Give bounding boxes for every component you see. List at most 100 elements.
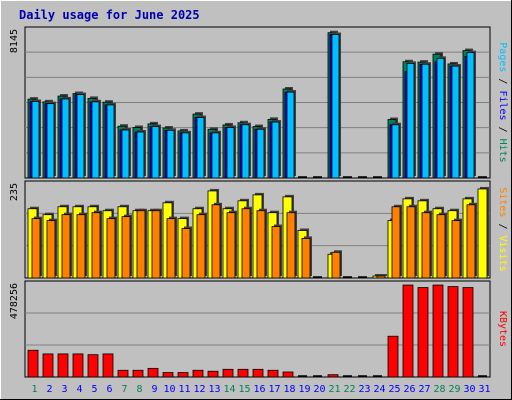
bar-kbytes	[102, 353, 114, 378]
bar-pages	[76, 94, 85, 179]
bar-sites	[226, 212, 236, 279]
x-tick-label: 30	[463, 384, 475, 395]
bar-sites	[286, 212, 296, 279]
x-tick-label: 3	[61, 384, 67, 395]
bar-kbytes	[72, 353, 84, 378]
x-tick-label: 8	[136, 384, 142, 395]
bar-sites	[151, 210, 161, 279]
x-tick-label: 12	[193, 384, 205, 395]
bar-sites	[436, 214, 446, 279]
x-tick-label: 13	[208, 384, 220, 395]
bar-kbytes	[147, 367, 159, 378]
bar-pages	[241, 124, 250, 179]
bar-kbytes	[57, 353, 69, 378]
bar-pages	[46, 103, 55, 179]
chart-title: Daily usage for June 2025	[19, 8, 200, 22]
legend-separator: /	[497, 217, 508, 235]
bar-kbytes	[222, 368, 234, 378]
x-tick-label: 25	[388, 384, 400, 395]
bar-kbytes	[27, 349, 39, 378]
x-tick-label: 6	[106, 384, 112, 395]
bar-pages	[391, 124, 400, 179]
bar-sites	[331, 251, 341, 279]
x-tick-label: 19	[298, 384, 310, 395]
bar-sites	[136, 210, 146, 279]
legend-entry-pages: Pages	[497, 42, 508, 72]
bar-pages	[136, 131, 145, 179]
y-max-label: 478256	[9, 283, 20, 319]
x-tick-label: 29	[448, 384, 460, 395]
bar-kbytes	[447, 286, 459, 378]
bar-sites	[106, 218, 116, 279]
bar-sites	[451, 220, 461, 279]
bar-sites	[421, 212, 431, 279]
x-tick-label: 26	[403, 384, 415, 395]
bar-sites	[61, 214, 71, 279]
bar-pages	[286, 91, 295, 179]
legend-entry-visits: Visits	[497, 236, 508, 272]
bar-sites	[241, 208, 251, 279]
bar-pages	[271, 121, 280, 179]
panel-hits-files-pages: 8145 Pages / Files / Hits	[9, 26, 508, 179]
bar-kbytes	[117, 369, 129, 378]
bar-pages	[226, 127, 235, 179]
bar-kbytes	[462, 287, 474, 378]
series-legend: Pages / Files / Hits	[497, 42, 508, 162]
bar-pages	[466, 52, 475, 179]
bar-kbytes	[327, 374, 339, 378]
x-tick-label: 9	[151, 384, 157, 395]
x-tick-label: 23	[358, 384, 370, 395]
bar-pages	[406, 62, 415, 179]
x-tick-label: 1	[31, 384, 37, 395]
legend-entry-sites: Sites	[497, 187, 508, 217]
x-tick-label: 27	[418, 384, 430, 395]
bar-kbytes	[132, 369, 144, 378]
x-tick-label: 14	[223, 384, 235, 395]
legend-entry-files: Files	[497, 90, 508, 120]
x-tick-label: 20	[313, 384, 325, 395]
bar-pages	[61, 98, 70, 179]
bar-pages	[436, 57, 445, 179]
bar-sites	[166, 218, 176, 279]
bar-pages	[121, 129, 130, 179]
bar-kbytes	[387, 335, 399, 378]
bar-kbytes	[207, 370, 219, 378]
bar-kbytes	[87, 354, 99, 378]
bar-sites	[46, 220, 56, 279]
series-legend: KBytes	[497, 311, 508, 347]
bar-kbytes	[237, 368, 249, 378]
panel-kbytes: 478256 KBytes	[9, 280, 508, 378]
bar-sites	[256, 210, 266, 279]
x-tick-label: 31	[478, 384, 490, 395]
x-tick-label: 4	[76, 384, 82, 395]
bar-kbytes	[282, 371, 294, 378]
x-tick-label: 16	[253, 384, 265, 395]
bar-pages	[211, 132, 220, 179]
x-tick-label: 28	[433, 384, 445, 395]
x-tick-label: 24	[373, 384, 385, 395]
bar-pages	[166, 129, 175, 179]
bar-pages	[256, 128, 265, 179]
bar-sites	[91, 212, 101, 279]
bar-sites	[301, 238, 311, 279]
bar-kbytes	[42, 353, 54, 378]
bar-kbytes	[432, 284, 444, 378]
bar-pages	[181, 132, 190, 179]
legend-separator: /	[497, 72, 508, 90]
bar-pages	[151, 126, 160, 179]
bar-sites	[271, 226, 281, 279]
x-tick-label: 15	[238, 384, 250, 395]
bar-pages	[91, 101, 100, 179]
x-tick-label: 22	[343, 384, 355, 395]
bar-pages	[331, 34, 340, 179]
legend-entry-kbytes: KBytes	[497, 311, 508, 347]
bar-sites	[466, 204, 476, 279]
x-axis-day-labels: 1 2 3 4 5 6 7 8 9 10 11 12 13 14 15 16 17 18 19 20 21 22 23 24 2…	[31, 384, 490, 395]
bar-kbytes	[417, 287, 429, 378]
bar-kbytes	[192, 369, 204, 378]
bar-kbytes	[177, 372, 189, 378]
bar-sites	[76, 214, 86, 279]
bar-sites	[391, 206, 401, 279]
bar-sites	[196, 214, 206, 279]
